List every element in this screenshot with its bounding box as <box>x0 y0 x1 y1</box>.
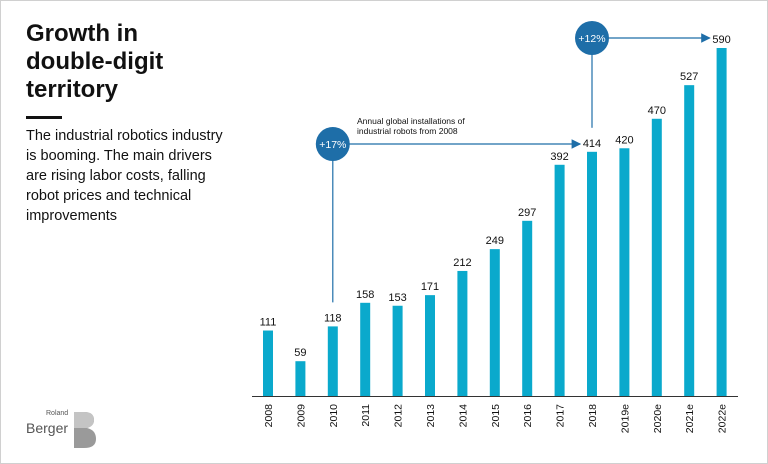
bar-2015 <box>489 249 500 396</box>
tick-label-2019e: 2019e <box>619 404 631 433</box>
roland-berger-logo: Roland Berger <box>26 410 106 450</box>
bar-2012 <box>392 305 403 396</box>
growth-label-1: +17% <box>319 139 346 151</box>
value-label-2008: 111 <box>260 317 277 329</box>
growth-bubble-1 <box>315 127 350 161</box>
bar-2008 <box>263 330 273 396</box>
tick-label-2010: 2010 <box>328 404 340 428</box>
tick-label-2012: 2012 <box>393 404 405 428</box>
chart-subtitle: The industrial robotics industry is boom… <box>26 128 223 224</box>
bar-2013 <box>425 295 435 396</box>
bar-2018 <box>587 151 597 396</box>
growth-label-2: +12% <box>578 33 605 45</box>
growth-bubble-2 <box>575 21 609 55</box>
value-label-2010: 118 <box>324 312 342 324</box>
annotation-text-line-1: Annual global installations of <box>357 116 465 126</box>
bar-2016 <box>522 220 533 396</box>
tick-label-2021e: 2021e <box>684 404 696 433</box>
value-label-2013: 171 <box>421 281 439 293</box>
value-label-2021e: 527 <box>680 71 698 83</box>
logo-text-berger: Berger <box>26 420 69 436</box>
logo-b-mark-icon <box>74 412 96 448</box>
value-label-2015: 249 <box>486 235 504 247</box>
tick-label-2014: 2014 <box>457 404 469 428</box>
value-label-2020e: 470 <box>648 105 666 117</box>
value-label-2018: 414 <box>583 138 601 150</box>
value-label-2019e: 420 <box>615 134 633 146</box>
bar-2011 <box>360 302 371 396</box>
tick-label-2009: 2009 <box>295 404 307 428</box>
chart-title: Growth in double-digit territory <box>26 20 164 103</box>
tick-label-2022e: 2022e <box>717 404 729 433</box>
tick-label-2020e: 2020e <box>652 404 664 433</box>
bar-2014 <box>457 270 468 396</box>
bar-2022e <box>716 48 727 396</box>
tick-label-2017: 2017 <box>555 404 567 428</box>
bar-2020e <box>651 118 662 396</box>
tick-label-2008: 2008 <box>263 404 275 428</box>
value-label-2017: 392 <box>550 151 568 163</box>
value-label-2014: 212 <box>453 257 471 269</box>
logo-text-roland: Roland <box>46 410 69 417</box>
tick-label-2011: 2011 <box>360 404 372 427</box>
value-label-2011: 158 <box>356 289 374 301</box>
value-label-2022e: 590 <box>712 34 730 46</box>
value-label-2012: 153 <box>388 292 406 304</box>
bar-2017 <box>554 164 565 396</box>
title-rule <box>26 116 62 119</box>
bar-2009 <box>295 361 306 396</box>
tick-label-2016: 2016 <box>522 404 534 428</box>
bar-2019e <box>619 148 630 396</box>
value-label-2009: 59 <box>294 347 306 359</box>
tick-label-2013: 2013 <box>425 404 437 428</box>
annotation-text-line-2: industrial robots from 2008 <box>357 126 458 136</box>
bar-2010 <box>327 326 338 396</box>
value-label-2016: 297 <box>518 207 536 219</box>
tick-label-2018: 2018 <box>587 404 599 428</box>
tick-label-2015: 2015 <box>490 404 502 428</box>
bar-2021e <box>684 85 695 396</box>
